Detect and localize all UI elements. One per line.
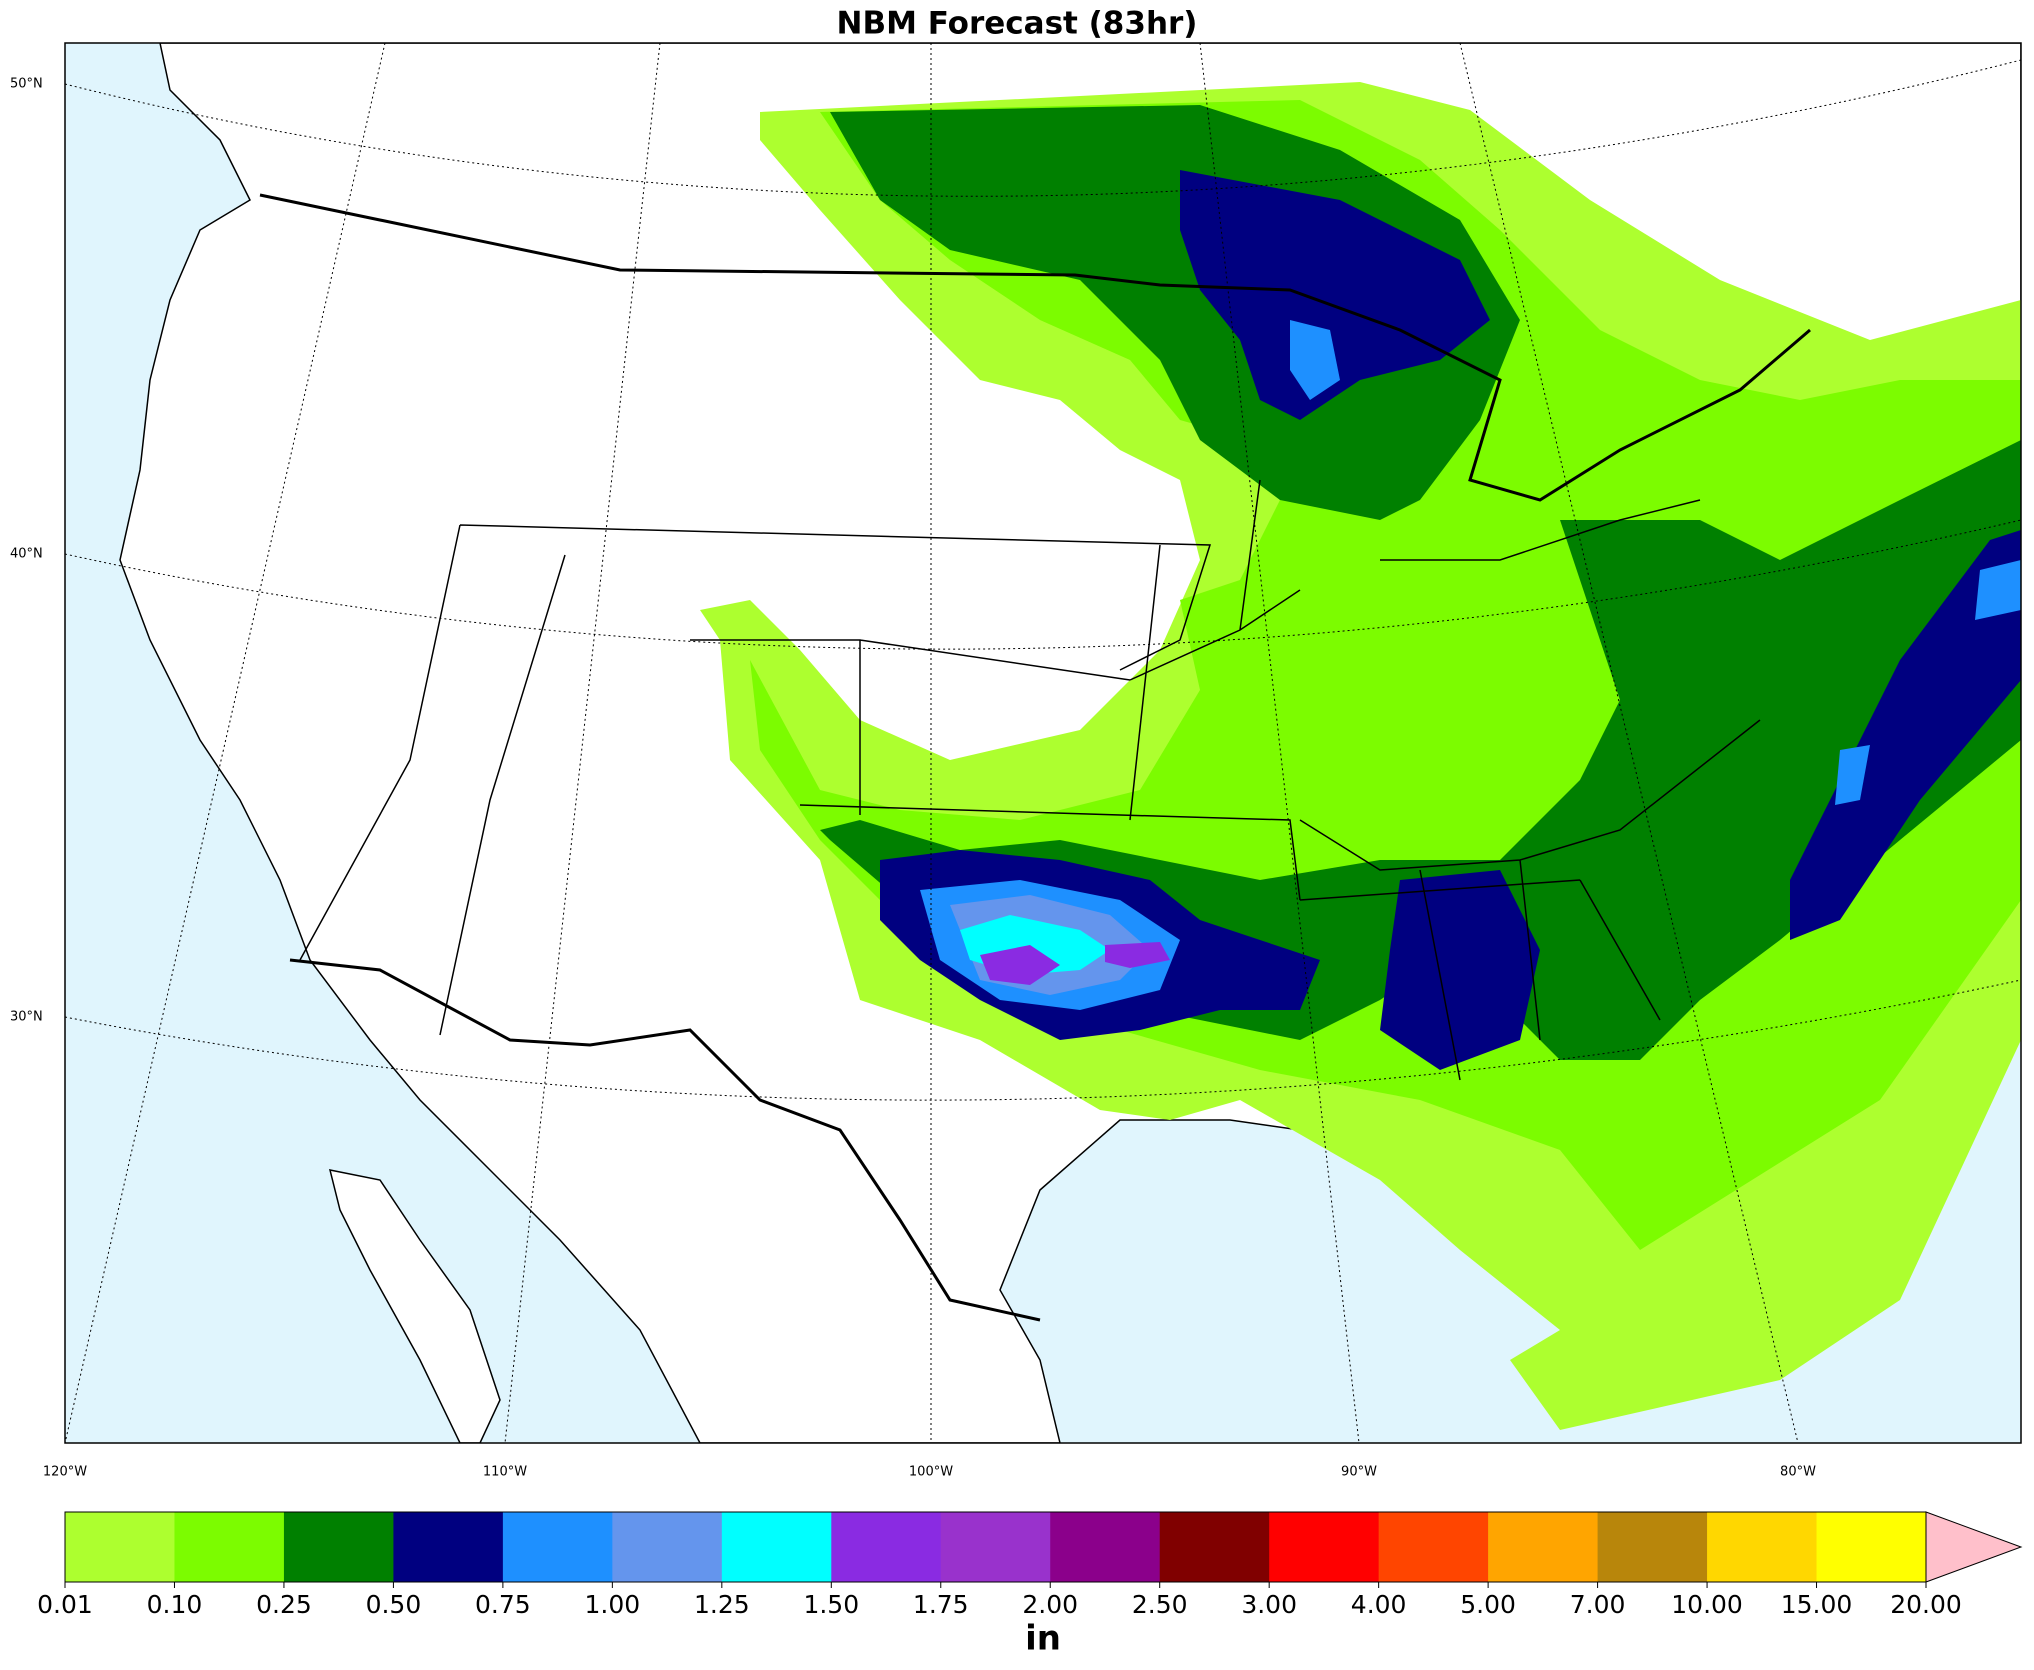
colorbar-label: 0.50 (366, 1590, 422, 1619)
colorbar-label: 3.00 (1241, 1590, 1297, 1619)
colorbar-bin (1050, 1512, 1161, 1582)
colorbar-label: 0.01 (37, 1590, 93, 1619)
baja (328, 1169, 501, 1443)
colorbar-bin (502, 1512, 613, 1582)
colorbar-unit: in (1025, 1619, 1061, 1659)
colorbar-frame (64, 1511, 1927, 1583)
colorbar-label: 15.00 (1781, 1590, 1853, 1619)
colorbar-label: 1.25 (694, 1590, 750, 1619)
colorbar-bin (1269, 1512, 1380, 1582)
lon-label: 100°W (909, 1465, 953, 1480)
colorbar-label: 2.00 (1022, 1590, 1078, 1619)
lon-label: 120°W (43, 1465, 87, 1480)
title: NBM Forecast (83hr) (837, 6, 1198, 42)
colorbar-bin (283, 1512, 394, 1582)
colorbar-label: 0.25 (256, 1590, 312, 1619)
colorbar-label: 2.50 (1132, 1590, 1188, 1619)
colorbar-label: 4.00 (1351, 1590, 1407, 1619)
colorbar-bin (1707, 1512, 1818, 1582)
colorbar-bin (831, 1512, 942, 1582)
lat-label: 30°N (10, 1010, 43, 1025)
colorbar-extend (1925, 1511, 2023, 1583)
lat-label: 40°N (10, 547, 43, 562)
lat-label: 50°N (10, 77, 43, 92)
colorbar-bin (1378, 1512, 1489, 1582)
colorbar-label: 1.50 (803, 1590, 859, 1619)
colorbar-label: 20.00 (1890, 1590, 1962, 1619)
colorbar-label: 10.00 (1671, 1590, 1743, 1619)
colorbar-bin (940, 1512, 1051, 1582)
precip (700, 82, 2021, 1430)
colorbar-label: 1.00 (585, 1590, 641, 1619)
colorbar-bin (612, 1512, 723, 1582)
colorbar-bin (1597, 1512, 1708, 1582)
lon-label: 80°W (1780, 1465, 1816, 1480)
graticule (65, 43, 2021, 1443)
colorbar-label: 0.10 (147, 1590, 203, 1619)
colorbar-bin (1816, 1512, 1927, 1582)
colorbar-label: 1.75 (913, 1590, 969, 1619)
colorbar-label: 7.00 (1570, 1590, 1626, 1619)
colorbar-bin (65, 1512, 175, 1582)
colorbar-bin (1488, 1512, 1599, 1582)
map-frame (64, 42, 2022, 1444)
borders (259, 193, 1811, 1322)
lon-label: 110°W (483, 1465, 527, 1480)
colorbar-bin (174, 1512, 285, 1582)
colorbar-bin (393, 1512, 504, 1582)
map (65, 43, 2021, 1443)
colorbar-bin (721, 1512, 832, 1582)
colorbar-label: 5.00 (1460, 1590, 1516, 1619)
lon-label: 90°W (1341, 1465, 1377, 1480)
colorbar-label: 0.75 (475, 1590, 531, 1619)
colorbar-bin (1159, 1512, 1270, 1582)
